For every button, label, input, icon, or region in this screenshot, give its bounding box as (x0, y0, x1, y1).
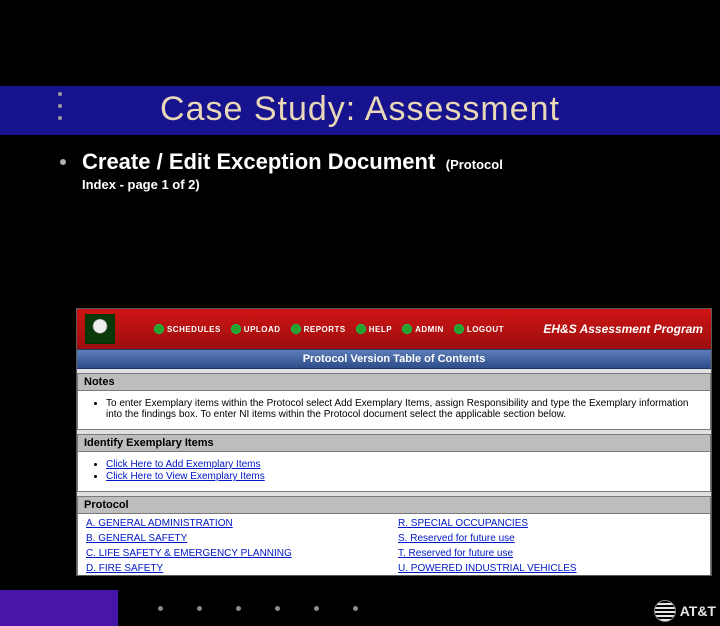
nav-help[interactable]: HELP (356, 324, 392, 334)
nav-buttons: SCHEDULES UPLOAD REPORTS HELP ADMIN LOGO… (154, 324, 504, 334)
app-banner: SCHEDULES UPLOAD REPORTS HELP ADMIN LOGO… (77, 309, 711, 349)
slide-title-bar: Case Study: Assessment (0, 86, 720, 135)
program-title: EH&S Assessment Program (543, 323, 703, 335)
decorative-bullets (58, 92, 62, 120)
slide-title: Case Study: Assessment (0, 90, 720, 129)
nav-label: LOGOUT (467, 325, 504, 334)
slide-bullet-row: Create / Edit Exception Document (Protoc… (60, 149, 682, 175)
app-screenshot: SCHEDULES UPLOAD REPORTS HELP ADMIN LOGO… (76, 308, 712, 576)
add-exemplary-link[interactable]: Click Here to Add Exemplary Items (106, 459, 261, 470)
nav-reports[interactable]: REPORTS (291, 324, 346, 334)
att-logo: AT&T (654, 600, 716, 622)
exemplary-body: Click Here to Add Exemplary Items Click … (77, 452, 711, 492)
protocol-link[interactable]: T. Reserved for future use (398, 548, 513, 559)
bullet-main: Create / Edit Exception Document (82, 149, 435, 174)
footer-dots (158, 606, 358, 611)
dot-icon (291, 324, 301, 334)
protocol-link[interactable]: D. FIRE SAFETY (86, 563, 163, 574)
notes-body: To enter Exemplary items within the Prot… (77, 391, 711, 430)
nav-label: REPORTS (304, 325, 346, 334)
purple-block (0, 590, 118, 626)
protocol-link[interactable]: U. POWERED INDUSTRIAL VEHICLES (398, 563, 577, 574)
dot-icon (356, 324, 366, 334)
dot-icon (154, 324, 164, 334)
dot-icon (402, 324, 412, 334)
protocol-link[interactable]: S. Reserved for future use (398, 533, 515, 544)
exemplary-header: Identify Exemplary Items (77, 434, 711, 452)
protocol-grid: A. GENERAL ADMINISTRATION R. SPECIAL OCC… (77, 514, 711, 576)
toc-title-bar: Protocol Version Table of Contents (77, 349, 711, 369)
protocol-link[interactable]: C. LIFE SAFETY & EMERGENCY PLANNING (86, 548, 292, 559)
nav-label: UPLOAD (244, 325, 281, 334)
protocol-header: Protocol (77, 496, 711, 514)
crest-icon (85, 314, 115, 344)
protocol-link[interactable]: R. SPECIAL OCCUPANCIES (398, 518, 528, 529)
bullet-line2: Index - page 1 of 2) (82, 177, 720, 192)
nav-admin[interactable]: ADMIN (402, 324, 444, 334)
globe-icon (654, 600, 676, 622)
notes-text: To enter Exemplary items within the Prot… (106, 398, 704, 420)
dot-icon (231, 324, 241, 334)
nav-upload[interactable]: UPLOAD (231, 324, 281, 334)
nav-label: SCHEDULES (167, 325, 221, 334)
protocol-link[interactable]: B. GENERAL SAFETY (86, 533, 187, 544)
att-text: AT&T (680, 603, 716, 619)
nav-label: ADMIN (415, 325, 444, 334)
bullet-dot (60, 159, 66, 165)
view-exemplary-link[interactable]: Click Here to View Exemplary Items (106, 471, 265, 482)
nav-logout[interactable]: LOGOUT (454, 324, 504, 334)
protocol-link[interactable]: A. GENERAL ADMINISTRATION (86, 518, 233, 529)
dot-icon (454, 324, 464, 334)
nav-schedules[interactable]: SCHEDULES (154, 324, 221, 334)
notes-header: Notes (77, 373, 711, 391)
nav-label: HELP (369, 325, 392, 334)
footer-strip (0, 590, 720, 626)
bullet-tail: (Protocol (446, 157, 503, 172)
